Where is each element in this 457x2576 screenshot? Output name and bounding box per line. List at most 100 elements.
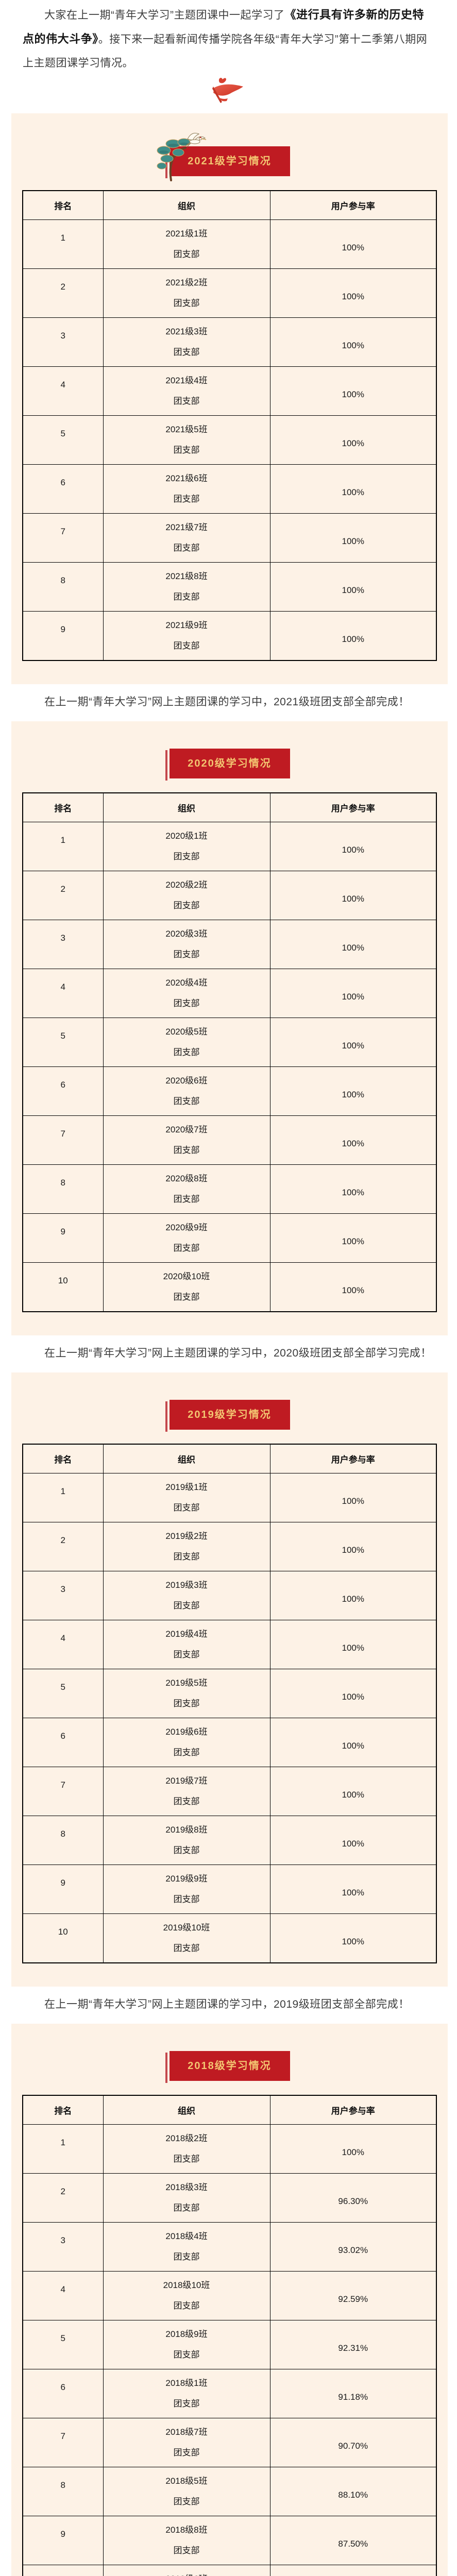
participation-table: 排名 组织 用户参与率 1 2018级2班 团支部 100% 2 2018级3班 团支部 96… — [22, 2095, 437, 2576]
rate-value: 100% — [342, 1594, 364, 1604]
cell-rate: 100% — [269, 366, 437, 416]
header-rank: 排名 — [22, 1444, 104, 1473]
table-row: 1 2018级2班 团支部 100% — [22, 2124, 437, 2174]
section-banner-label: 2018级学习情况 — [188, 2060, 272, 2072]
rank-value: 4 — [60, 1633, 65, 1643]
cell-organization: 2019级7班 团支部 — [103, 1767, 270, 1816]
cell-organization: 2020级7班 团支部 — [103, 1115, 270, 1165]
cell-organization: 2020级4班 团支部 — [103, 969, 270, 1018]
cell-rank: 10 — [22, 1262, 104, 1312]
table-header-row: 排名 组织 用户参与率 — [22, 190, 437, 220]
table-row: 9 2020级9班 团支部 100% — [22, 1213, 437, 1263]
header-rate: 用户参与率 — [269, 1444, 437, 1473]
cell-organization: 2018级10班 团支部 — [103, 2271, 270, 2320]
organization-line: 2018级4班 — [165, 2231, 208, 2241]
organization-line: 2019级3班 — [165, 1580, 208, 1590]
section-banner: 2020级学习情况 — [165, 749, 290, 781]
header-rate: 用户参与率 — [269, 792, 437, 822]
cell-rate: 87.50% — [269, 2516, 437, 2565]
cell-rate: 100% — [269, 611, 437, 661]
cell-organization: 2021级2班 团支部 — [103, 268, 270, 318]
organization-line: 团支部 — [173, 1047, 200, 1057]
table-row: 2 2019级2班 团支部 100% — [22, 1522, 437, 1571]
rank-value: 8 — [60, 575, 65, 585]
cell-rank: 7 — [22, 2418, 104, 2467]
cell-rate: 100% — [269, 1816, 437, 1865]
header-organization: 组织 — [103, 190, 270, 220]
cell-rank: 2 — [22, 871, 104, 920]
table-row: 5 2021级5班 团支部 100% — [22, 415, 437, 465]
cell-rank: 9 — [22, 1865, 104, 1914]
organization-line: 2020级10班 — [163, 1272, 210, 1281]
cell-organization: 2021级1班 团支部 — [103, 219, 270, 269]
table-row: 6 2019级6班 团支部 100% — [22, 1718, 437, 1767]
sections-container: 2021级学习情况 排名 组织 用户参与率 1 2021级1班 团支部 100% 2 20… — [0, 113, 457, 2576]
cell-rank: 1 — [22, 822, 104, 871]
rate-value: 92.31% — [338, 2343, 368, 2353]
organization-line: 团支部 — [173, 1194, 200, 1204]
organization-line: 2020级9班 — [165, 1223, 208, 1232]
table-row: 102018级6班团支部83.72% — [22, 2565, 437, 2576]
rank-value: 2 — [60, 282, 65, 292]
rank-value: 6 — [60, 1080, 65, 1090]
cell-rank: 6 — [22, 1718, 104, 1767]
table-row: 3 2019级3班 团支部 100% — [22, 1571, 437, 1620]
cell-rank: 1 — [22, 1473, 104, 1522]
organization-line: 团支部 — [173, 543, 200, 553]
section-footer-text: 在上一期“青年大学习”网上主题团课的学习中，2020级班团支部全部学习完成！ — [44, 1347, 432, 1359]
cell-rank: 1 — [22, 219, 104, 269]
intro-text-before: 大家在上一期“青年大学习”主题团课中一起学习了 — [44, 9, 285, 21]
rate-value: 92.59% — [338, 2294, 368, 2304]
cell-organization: 2019级9班 团支部 — [103, 1865, 270, 1914]
rate-value: 100% — [342, 1790, 364, 1800]
cell-organization: 2018级1班 团支部 — [103, 2369, 270, 2418]
cell-rank: 5 — [22, 1018, 104, 1067]
red-flag-icon — [212, 78, 243, 103]
rate-value: 100% — [342, 1545, 364, 1555]
cell-rank: 1 — [22, 2124, 104, 2174]
organization-line: 2018级3班 — [165, 2182, 208, 2192]
cell-rank: 3 — [22, 317, 104, 367]
intro-text-after: 。接下来一起看新闻传播学院各年级“青年大学习”第十二季第八期网上主题团课学习情况… — [23, 33, 428, 69]
rate-value: 88.10% — [338, 2490, 368, 2500]
cell-rate: 92.31% — [269, 2320, 437, 2369]
cell-organization: 2020级3班 团支部 — [103, 920, 270, 969]
cell-rank: 6 — [22, 464, 104, 514]
rank-value: 9 — [60, 624, 65, 634]
rank-value: 4 — [60, 380, 65, 389]
table-row: 1 2019级1班 团支部 100% — [22, 1473, 437, 1522]
organization-line: 团支部 — [173, 2301, 200, 2311]
organization-line: 团支部 — [173, 347, 200, 357]
rate-value: 100% — [342, 487, 364, 497]
cell-organization: 2018级8班 团支部 — [103, 2516, 270, 2565]
organization-line: 2018级8班 — [165, 2525, 208, 2535]
rank-value: 7 — [60, 1129, 65, 1139]
rate-value: 100% — [342, 1041, 364, 1050]
rate-value: 87.50% — [338, 2539, 368, 2549]
cell-rank: 2 — [22, 1522, 104, 1571]
section-banner: 2021级学习情况 — [157, 132, 290, 181]
cell-rank: 9 — [22, 1213, 104, 1263]
organization-line: 团支部 — [173, 1145, 200, 1155]
organization-line: 团支部 — [173, 445, 200, 455]
cell-organization: 2018级2班 团支部 — [103, 2124, 270, 2174]
cell-organization: 2020级2班 团支部 — [103, 871, 270, 920]
cell-organization: 2019级4班 团支部 — [103, 1620, 270, 1669]
cell-organization: 2019级1班 团支部 — [103, 1473, 270, 1522]
organization-line: 团支部 — [173, 2497, 200, 2506]
organization-line: 团支部 — [173, 1845, 200, 1855]
rank-value: 2 — [60, 2187, 65, 2196]
organization-line: 团支部 — [173, 2154, 200, 2164]
rate-value: 100% — [342, 1692, 364, 1702]
organization-line: 2020级1班 — [165, 831, 208, 841]
rate-value: 91.18% — [338, 2392, 368, 2402]
cell-rate: 100% — [269, 1865, 437, 1914]
rate-value: 100% — [342, 1236, 364, 1246]
cell-rate: 100% — [269, 1522, 437, 1571]
participation-table: 排名 组织 用户参与率 1 2020级1班 团支部 100% 2 2020级2班 团支部 10… — [22, 792, 437, 1312]
section-banner: 2018级学习情况 — [165, 2051, 290, 2083]
cell-rate: 83.72% — [269, 2565, 437, 2576]
rate-value: 100% — [342, 536, 364, 546]
table-row: 4 2019级4班 团支部 100% — [22, 1620, 437, 1669]
rank-value: 1 — [60, 835, 65, 845]
